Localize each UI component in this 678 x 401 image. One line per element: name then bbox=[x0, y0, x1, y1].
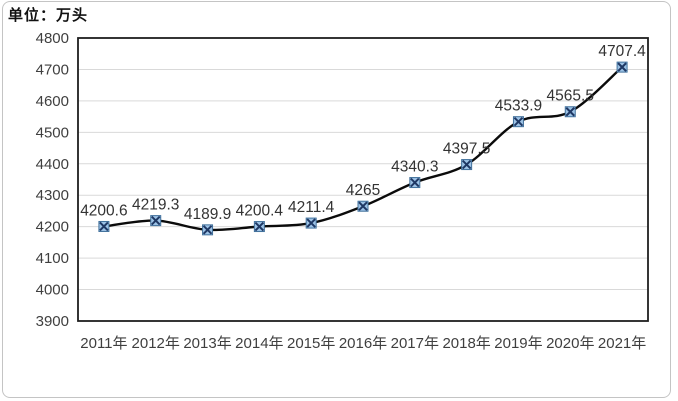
y-axis-tick-label: 4600 bbox=[36, 93, 69, 110]
x-axis-tick-label: 2018年 bbox=[442, 335, 490, 352]
chart-frame-border bbox=[2, 1, 671, 398]
y-axis-tick-label: 4300 bbox=[36, 187, 69, 204]
data-point-label: 4211.4 bbox=[288, 199, 335, 216]
data-point-marker bbox=[253, 221, 265, 233]
data-point-label: 4265 bbox=[346, 182, 380, 199]
data-point-marker bbox=[305, 217, 317, 229]
data-point-label: 4200.4 bbox=[236, 203, 284, 220]
y-axis-tick-label: 4800 bbox=[36, 30, 69, 47]
data-point-marker bbox=[564, 106, 576, 118]
x-axis-tick-label: 2019年 bbox=[494, 335, 542, 352]
data-point-label: 4219.3 bbox=[132, 197, 179, 214]
data-point-label: 4340.3 bbox=[391, 159, 438, 176]
x-axis-tick-label: 2015年 bbox=[287, 335, 335, 352]
y-axis-tick-label: 4100 bbox=[36, 250, 69, 267]
x-axis-tick-label: 2014年 bbox=[235, 335, 283, 352]
data-point-marker bbox=[98, 220, 110, 232]
x-axis-tick-label: 2016年 bbox=[339, 335, 387, 352]
y-axis-tick-label: 4500 bbox=[36, 124, 69, 141]
plot-area-border bbox=[77, 37, 649, 322]
data-point-label: 4200.6 bbox=[80, 202, 127, 219]
y-axis-tick-label: 4400 bbox=[36, 156, 69, 173]
data-point-label: 4533.9 bbox=[495, 98, 542, 115]
data-point-marker bbox=[150, 215, 162, 227]
y-axis-tick-label: 3900 bbox=[36, 313, 69, 330]
x-axis-tick-label: 2017年 bbox=[391, 335, 439, 352]
x-axis-tick-label: 2020年 bbox=[546, 335, 594, 352]
y-axis-tick-label: 4000 bbox=[36, 282, 69, 299]
data-point-marker bbox=[461, 159, 473, 171]
data-point-label: 4397.5 bbox=[443, 141, 490, 158]
data-point-marker bbox=[202, 224, 214, 236]
data-point-marker bbox=[409, 177, 421, 189]
x-axis-tick-label: 2021年 bbox=[598, 335, 646, 352]
data-point-label: 4565.5 bbox=[547, 88, 594, 105]
data-point-marker bbox=[357, 200, 369, 212]
data-point-label: 4707.4 bbox=[598, 43, 646, 60]
data-point-marker bbox=[512, 116, 524, 128]
unit-label: 单位：万头 bbox=[8, 7, 89, 24]
y-axis-tick-label: 4700 bbox=[36, 61, 69, 78]
data-point-marker bbox=[616, 61, 628, 73]
x-axis-tick-label: 2011年 bbox=[80, 335, 127, 352]
x-axis-tick-label: 2013年 bbox=[183, 335, 231, 352]
data-point-label: 4189.9 bbox=[184, 206, 231, 223]
y-axis-tick-label: 4200 bbox=[36, 219, 69, 236]
x-axis-tick-label: 2012年 bbox=[132, 335, 180, 352]
